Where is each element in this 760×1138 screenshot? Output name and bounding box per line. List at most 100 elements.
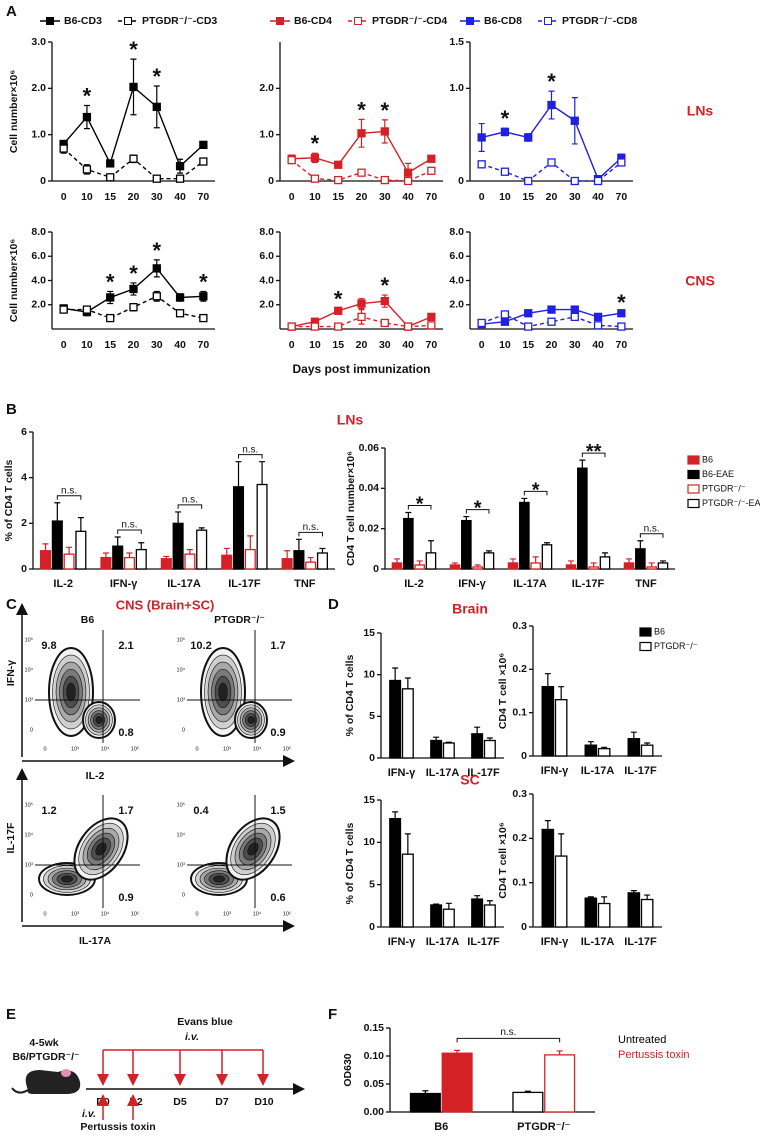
legend-label: B6-CD4 [294, 15, 332, 27]
y-tick-label: 0 [521, 750, 527, 762]
marker [334, 322, 343, 331]
x-tick-label: 0 [61, 339, 67, 351]
y-tick-label: 0.05 [364, 1078, 385, 1090]
contour [213, 875, 225, 883]
error-bar [433, 903, 440, 905]
significance-bracket [465, 509, 490, 514]
significance: * [334, 286, 343, 311]
x-tick-label: 10 [309, 339, 321, 351]
contour [95, 842, 107, 856]
marker [199, 157, 208, 166]
marker [152, 102, 161, 112]
x-tick-label: 20 [128, 191, 140, 203]
x-tick-label: 0 [479, 191, 485, 203]
error-bar [644, 742, 651, 746]
marker [500, 127, 510, 137]
marker [427, 166, 436, 175]
significance: * [381, 273, 390, 298]
bar [483, 739, 496, 759]
marker [524, 309, 533, 318]
y-tick-label: 4.0 [259, 274, 274, 286]
x-tick-label: 70 [198, 339, 210, 351]
error-bar [601, 896, 608, 904]
x-tick-label: 40 [174, 339, 186, 351]
bar [577, 467, 588, 570]
injection-agent: Pertussis toxin [80, 1121, 155, 1133]
bar [244, 548, 256, 570]
bar [541, 828, 555, 928]
marker [175, 174, 185, 183]
error-bar [404, 833, 411, 855]
column-label: PTGDR⁻/⁻ [214, 614, 265, 626]
significance: * [474, 498, 482, 520]
y-tick-label: 2.0 [259, 82, 274, 94]
quadrant-percent: 9.8 [41, 640, 56, 652]
error-bar [630, 890, 637, 893]
marker [500, 317, 510, 326]
contour [218, 682, 228, 702]
significance: * [106, 269, 115, 294]
y-tick-label: 4.0 [31, 274, 46, 286]
flow-tick-label: 10⁵ [283, 910, 291, 917]
y-tick-label: 4 [21, 471, 27, 483]
panel-label: B [6, 401, 17, 418]
error-bar [659, 560, 666, 563]
x-tick-label: 30 [151, 339, 163, 351]
x-tick-label: 20 [546, 191, 558, 203]
error-bar [558, 833, 565, 857]
error-bar [579, 459, 586, 469]
x-tick-label: 30 [379, 339, 391, 351]
x-tick-label: 70 [616, 191, 628, 203]
significance: ** [586, 441, 602, 463]
bar [414, 564, 425, 570]
error-bar [223, 547, 230, 556]
marker [380, 127, 389, 136]
bar [389, 679, 402, 759]
flow-plot [187, 795, 292, 908]
significance: n.s. [303, 522, 319, 533]
x-tick-label: IFN-γ [110, 578, 138, 590]
mouse-strain: B6/PTGDR⁻/⁻ [12, 1051, 79, 1063]
bar [305, 561, 317, 570]
error-bar [433, 736, 440, 741]
legend-label: B6 [702, 454, 713, 464]
legend-swatch [639, 641, 652, 652]
marker [593, 312, 603, 322]
x-tick-label: IL-17F [572, 578, 605, 590]
bar [401, 688, 414, 759]
marker [570, 305, 579, 314]
flow-tick-label: 10⁴ [177, 666, 186, 673]
contour [95, 716, 103, 724]
significance-bracket [523, 490, 548, 496]
significance: n.s. [500, 1027, 516, 1038]
bar [519, 501, 530, 570]
bar [430, 904, 443, 928]
marker [477, 133, 486, 142]
marker [334, 306, 343, 315]
bar [401, 853, 414, 928]
marker [310, 322, 320, 331]
error-bar [486, 900, 493, 905]
quadrant-percent: 0.6 [270, 892, 285, 904]
marker [106, 159, 115, 168]
quadrant-percent: 1.2 [41, 805, 56, 817]
legend-label: B6-CD3 [64, 15, 102, 27]
bar [584, 897, 598, 928]
chart-title: LNs [337, 412, 364, 428]
contour [247, 716, 255, 724]
x-tick-label: 40 [592, 339, 604, 351]
error-bar [601, 746, 608, 749]
flow-tick-label: 10⁵ [177, 801, 185, 808]
x-tick-label: IFN-γ [458, 578, 486, 590]
marker [570, 312, 579, 322]
flow-tick-label: 0 [43, 911, 46, 917]
flow-plot [187, 630, 292, 743]
error-bar [590, 562, 597, 567]
y-tick-label: 1.0 [31, 128, 46, 140]
y-tick-label: 0.02 [359, 522, 380, 534]
bar [442, 742, 455, 759]
significance: * [381, 98, 390, 123]
error-bar [445, 741, 452, 743]
error-bar [126, 552, 133, 558]
error-bar [648, 562, 655, 567]
